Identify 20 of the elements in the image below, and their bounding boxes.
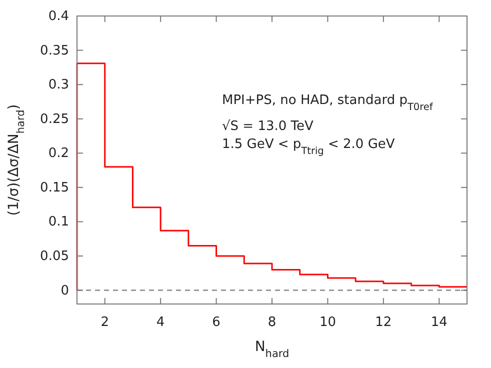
- y-tick-label: 0.15: [40, 180, 69, 196]
- y-tick-label: 0.35: [40, 43, 69, 58]
- annotation: 1.5 GeV < p$_{Ttrig}$ < 2.0 GeV: [222, 137, 395, 156]
- x-tick-label: 14: [430, 315, 448, 330]
- x-axis-title: N$_{hard}$: [254, 339, 290, 360]
- x-tick-label: 2: [100, 315, 109, 330]
- y-tick-label: 0.25: [40, 112, 69, 127]
- y-tick-label: 0: [60, 283, 69, 298]
- annotation: √S = 13.0 TeV: [222, 119, 314, 134]
- x-tick-label: 12: [375, 315, 392, 330]
- y-tick-label: 0.4: [48, 9, 69, 24]
- x-tick-label: 6: [212, 315, 220, 330]
- y-tick-label: 0.2: [48, 146, 69, 162]
- y-tick-label: 0.1: [48, 214, 69, 230]
- x-tick-label: 4: [156, 315, 165, 330]
- x-tick-label: 8: [268, 315, 276, 330]
- y-tick-label: 0.05: [40, 249, 69, 264]
- annotation: MPI+PS, no HAD, standard p$_{T0ref}$: [222, 93, 434, 112]
- y-tick-label: 0.3: [48, 78, 69, 93]
- x-tick-label: 10: [319, 315, 336, 330]
